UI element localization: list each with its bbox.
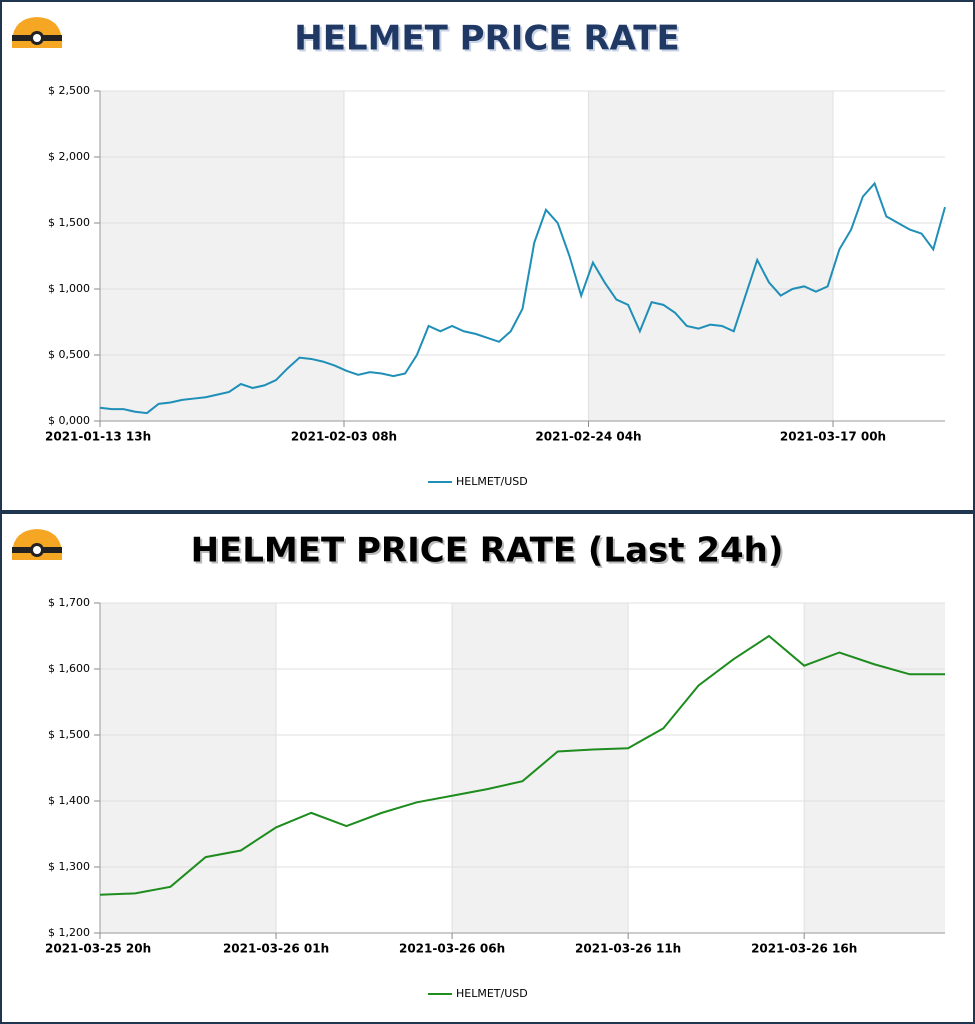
helmet-icon xyxy=(12,17,62,48)
x-tick-label: 2021-02-24 04h xyxy=(535,430,641,444)
legend-label: HELMET/USD xyxy=(456,475,528,488)
band xyxy=(588,91,834,421)
x-tick-label: 2021-03-26 06h xyxy=(399,942,505,956)
helmet-icon xyxy=(12,529,62,560)
y-tick-label: $ 2,000 xyxy=(48,150,90,163)
y-tick-label: $ 1,500 xyxy=(48,216,90,229)
x-tick-label: 2021-03-26 11h xyxy=(575,942,681,956)
y-tick-label: $ 1,600 xyxy=(48,662,90,675)
chart-title-shadow: HELMET PRICE RATE xyxy=(296,21,681,61)
y-tick-label: $ 0,500 xyxy=(48,348,90,361)
chart-title: HELMET PRICE RATE (Last 24h) xyxy=(191,531,784,571)
y-tick-label: $ 1,400 xyxy=(48,794,90,807)
y-tick-label: $ 1,500 xyxy=(48,728,90,741)
chart-title-shadow: HELMET PRICE RATE (Last 24h) xyxy=(193,533,786,573)
x-tick-label: 2021-03-17 00h xyxy=(780,430,886,444)
legend-label: HELMET/USD xyxy=(456,987,528,1000)
y-tick-label: $ 2,500 xyxy=(48,84,90,97)
x-tick-label: 2021-03-26 01h xyxy=(223,942,329,956)
x-tick-label: 2021-01-13 13h xyxy=(45,430,151,444)
y-tick-label: $ 0,000 xyxy=(48,414,90,427)
chart-title: HELMET PRICE RATE xyxy=(294,19,679,59)
y-tick-label: $ 1,000 xyxy=(48,282,90,295)
y-tick-label: $ 1,300 xyxy=(48,860,90,873)
band xyxy=(804,603,945,933)
band xyxy=(452,603,629,933)
band xyxy=(100,603,277,933)
y-tick-label: $ 1,200 xyxy=(48,926,90,939)
line xyxy=(99,634,945,896)
x-tick-label: 2021-03-25 20h xyxy=(45,942,151,956)
x-tick-label: 2021-03-26 16h xyxy=(751,942,857,956)
x-tick-label: 2021-02-03 08h xyxy=(291,430,397,444)
y-tick-label: $ 1,700 xyxy=(48,596,90,609)
line xyxy=(99,181,946,415)
band xyxy=(100,91,345,421)
